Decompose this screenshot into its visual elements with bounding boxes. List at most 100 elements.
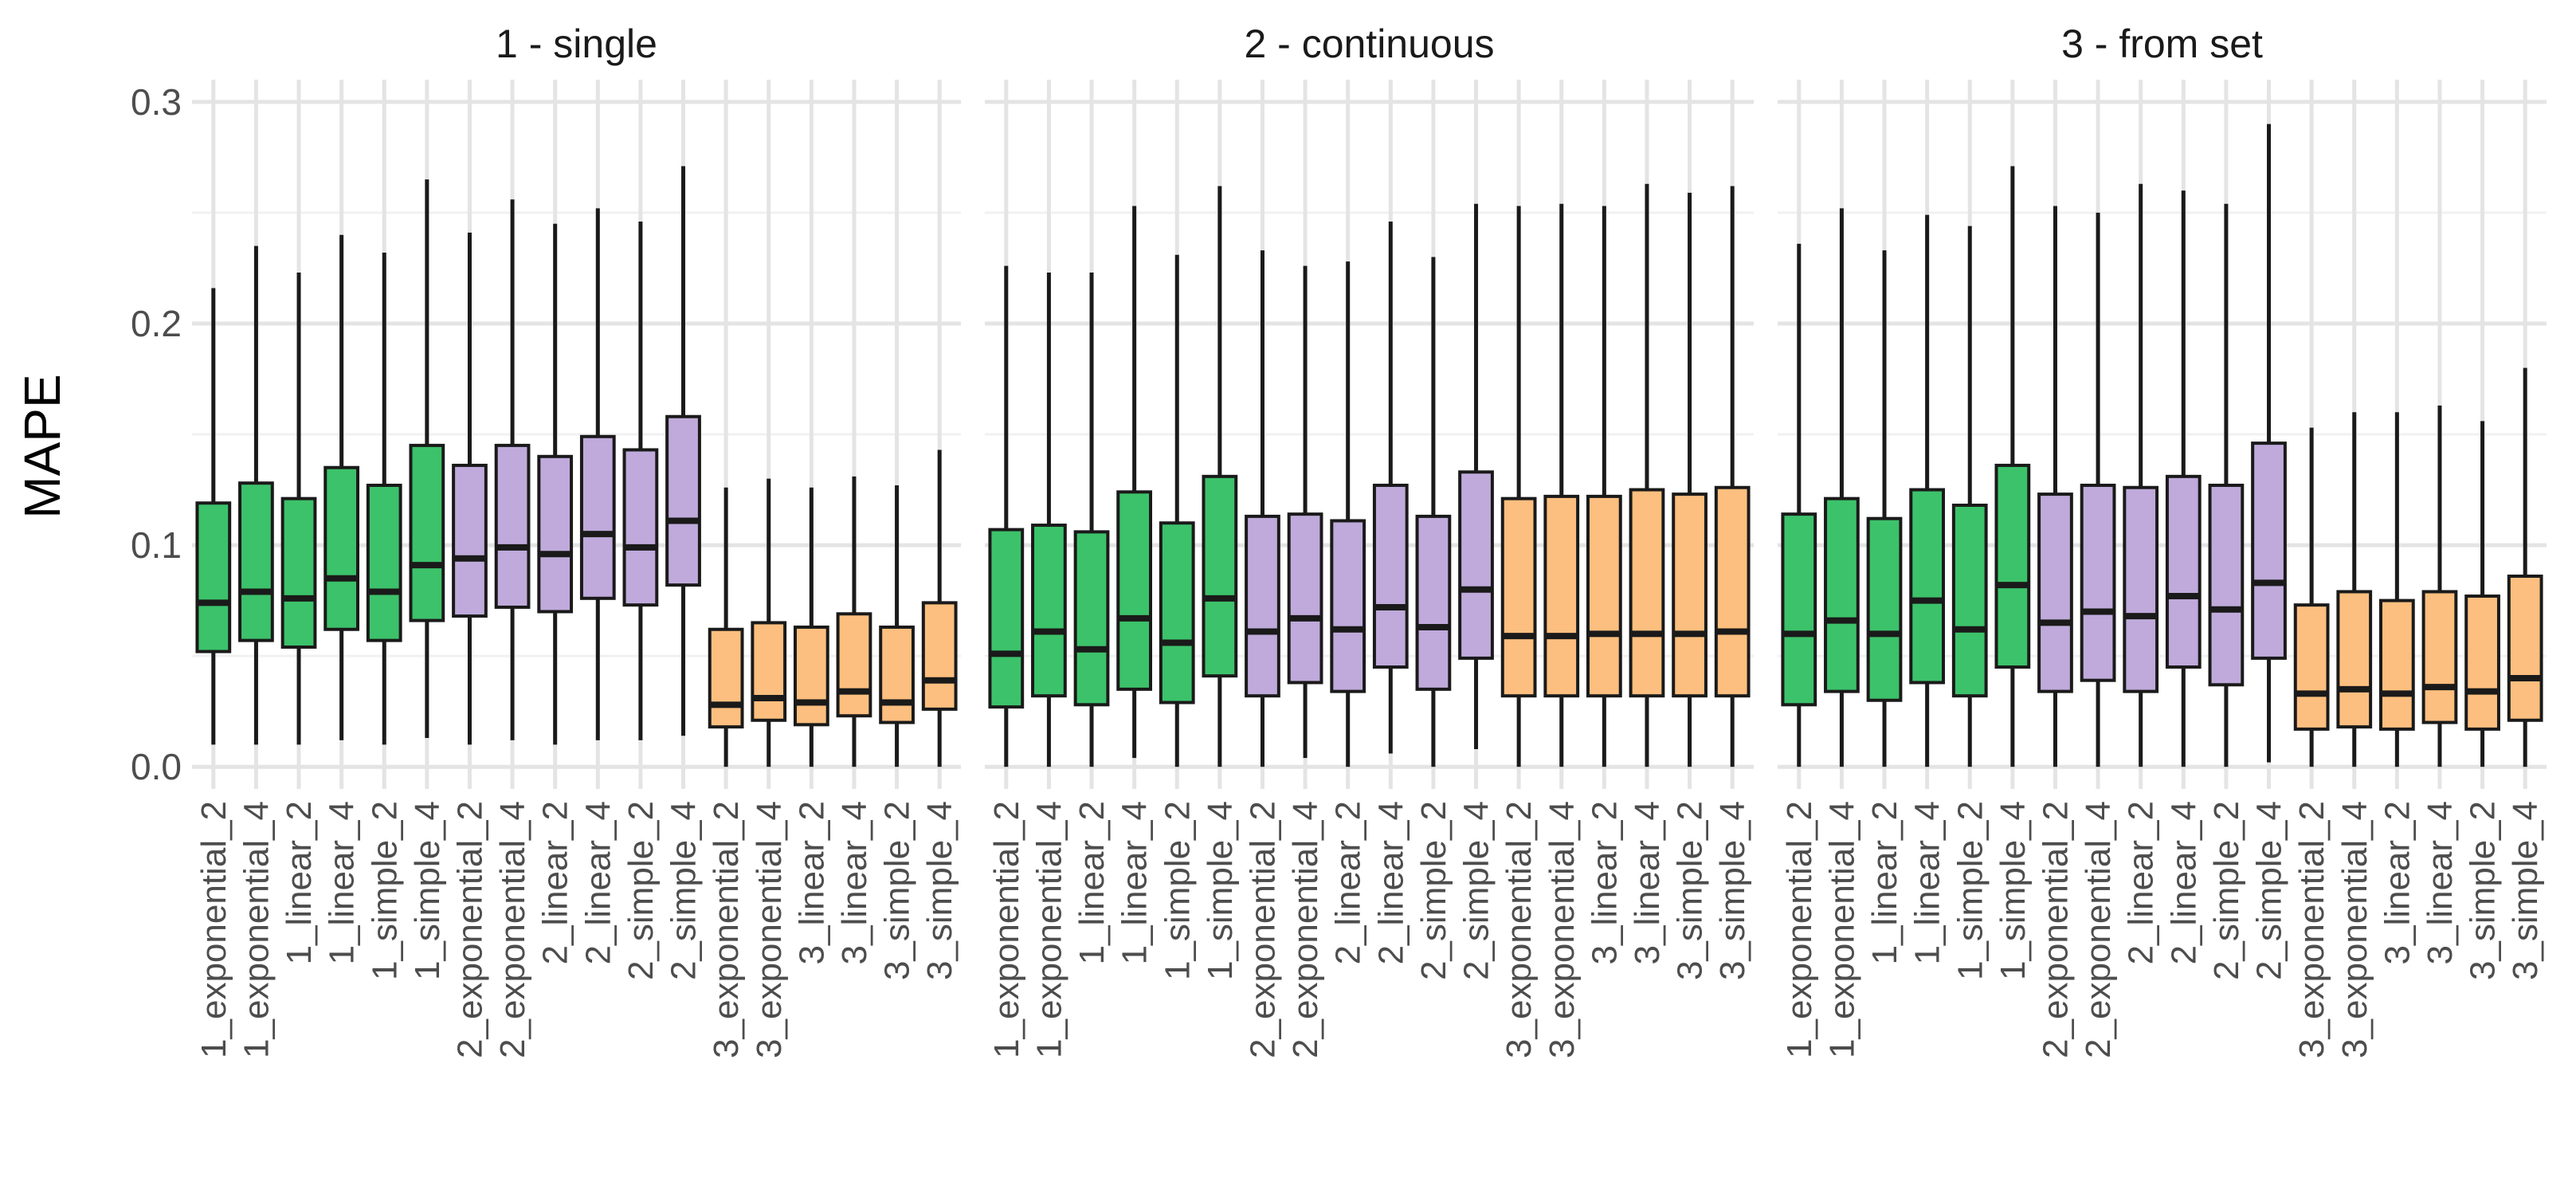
panel-title: 3 - from set xyxy=(2061,22,2263,66)
box-2_linear_2 xyxy=(1330,261,1366,767)
box-3_linear_2 xyxy=(1586,206,1622,767)
box-iqr xyxy=(238,481,274,642)
box-iqr xyxy=(793,625,829,727)
box-3_simple_4 xyxy=(1714,186,1751,767)
x-tick-label: 1_simple_2 xyxy=(1158,801,1197,980)
box-3_simple_2 xyxy=(879,485,915,767)
box-iqr xyxy=(836,612,872,718)
box-1_linear_4 xyxy=(1909,214,1946,767)
box-2_linear_4 xyxy=(1372,222,1409,754)
box-iqr xyxy=(2464,595,2500,731)
x-tick-label: 1_simple_2 xyxy=(1951,801,1990,980)
box-iqr xyxy=(1116,490,1153,691)
box-1_exponential_4 xyxy=(238,245,274,745)
x-tick-label: 1_exponential_2 xyxy=(987,801,1026,1058)
x-tick-label: 3_simple_2 xyxy=(2464,801,2503,980)
box-1_linear_2 xyxy=(280,272,317,745)
box-1_exponential_4 xyxy=(1824,208,1860,767)
box-3_simple_2 xyxy=(1672,192,1708,767)
box-iqr xyxy=(1073,530,1110,707)
box-iqr xyxy=(1458,470,1494,660)
box-iqr xyxy=(1586,494,1622,698)
box-iqr xyxy=(2293,603,2330,731)
box-2_exponential_2 xyxy=(2037,206,2073,767)
box-3_simple_4 xyxy=(921,449,958,767)
x-tick-label: 2_linear_4 xyxy=(1371,801,1410,965)
box-2_simple_2 xyxy=(622,222,659,740)
x-tick-label: 2_simple_2 xyxy=(1414,801,1453,980)
box-3_simple_2 xyxy=(2464,421,2500,767)
x-tick-label: 3_simple_4 xyxy=(920,801,959,980)
panel-3: 3 - from set 1_exponential_2 1_exponential… xyxy=(1778,22,2547,1058)
box-3_exponential_2 xyxy=(708,487,744,767)
x-tick-label: 1_exponential_4 xyxy=(1822,801,1861,1058)
x-tick-label: 3_exponential_4 xyxy=(2335,801,2374,1058)
box-iqr xyxy=(366,483,402,642)
x-tick-label: 2_exponential_4 xyxy=(1286,801,1325,1058)
box-iqr xyxy=(1202,474,1238,678)
box-2_linear_4 xyxy=(2165,190,2202,767)
box-1_linear_4 xyxy=(323,234,360,740)
box-iqr xyxy=(622,448,659,607)
box-iqr xyxy=(1245,514,1280,698)
box-2_simple_4 xyxy=(665,166,701,736)
x-tick-label: 3_linear_2 xyxy=(792,801,831,965)
x-tick-label: 1_simple_4 xyxy=(1201,801,1240,980)
x-tick-label: 2_linear_2 xyxy=(2122,801,2161,965)
x-tick-label: 3_simple_4 xyxy=(1713,801,1752,980)
box-iqr xyxy=(751,621,787,722)
box-2_linear_4 xyxy=(579,208,616,740)
x-tick-label: 3_linear_4 xyxy=(1628,801,1667,965)
box-2_simple_2 xyxy=(2208,203,2245,767)
box-iqr xyxy=(2378,598,2415,731)
box-iqr xyxy=(280,496,317,649)
box-1_simple_4 xyxy=(1994,166,2031,767)
box-2_exponential_2 xyxy=(452,232,488,745)
box-iqr xyxy=(494,443,531,609)
x-tick-label: 2_exponential_2 xyxy=(450,801,489,1058)
x-tick-label: 3_simple_2 xyxy=(1671,801,1710,980)
panel-title: 2 - continuous xyxy=(1244,22,1494,66)
box-3_linear_4 xyxy=(836,476,872,767)
box-2_exponential_4 xyxy=(494,199,531,740)
x-tick-label: 2_exponential_2 xyxy=(2036,801,2075,1058)
y-tick-label: 0.3 xyxy=(131,81,182,123)
box-iqr xyxy=(665,414,701,587)
box-iqr xyxy=(1714,485,1751,698)
x-tick-label: 2_simple_4 xyxy=(1457,801,1496,980)
box-iqr xyxy=(2336,590,2373,729)
box-iqr xyxy=(1781,512,1817,707)
box-3_simple_4 xyxy=(2507,367,2543,767)
box-1_simple_4 xyxy=(1202,186,1238,767)
x-tick-label: 3_simple_4 xyxy=(2506,801,2545,980)
box-1_linear_4 xyxy=(1116,206,1153,759)
x-tick-label: 2_exponential_4 xyxy=(493,801,532,1058)
panel-title: 1 - single xyxy=(496,22,657,66)
box-iqr xyxy=(1909,488,1946,685)
box-3_linear_2 xyxy=(793,487,829,767)
box-iqr xyxy=(921,601,958,711)
box-iqr xyxy=(2507,575,2543,722)
box-iqr xyxy=(1866,516,1903,702)
box-2_linear_2 xyxy=(2123,183,2159,767)
box-iqr xyxy=(1330,519,1366,693)
box-1_linear_2 xyxy=(1073,272,1110,767)
box-2_simple_4 xyxy=(1458,203,1494,749)
box-iqr xyxy=(708,627,744,729)
box-iqr xyxy=(1031,524,1067,698)
x-tick-label: 1_linear_4 xyxy=(1908,801,1947,965)
x-tick-label: 3_linear_2 xyxy=(2378,801,2417,965)
y-tick-label: 0.0 xyxy=(131,746,182,787)
box-iqr xyxy=(2251,441,2287,660)
x-tick-label: 1_simple_2 xyxy=(365,801,404,980)
x-tick-label: 3_exponential_2 xyxy=(2292,801,2331,1058)
x-tick-label: 3_exponential_4 xyxy=(1543,801,1582,1058)
x-tick-label: 1_exponential_2 xyxy=(194,801,233,1058)
box-2_simple_2 xyxy=(1415,257,1452,767)
y-axis-label: MAPE xyxy=(14,374,71,518)
box-1_exponential_2 xyxy=(988,265,1025,767)
box-3_linear_4 xyxy=(2421,405,2458,767)
box-iqr xyxy=(2080,483,2116,682)
y-tick-label: 0.2 xyxy=(131,303,182,344)
x-tick-label: 2_simple_2 xyxy=(2207,801,2246,980)
